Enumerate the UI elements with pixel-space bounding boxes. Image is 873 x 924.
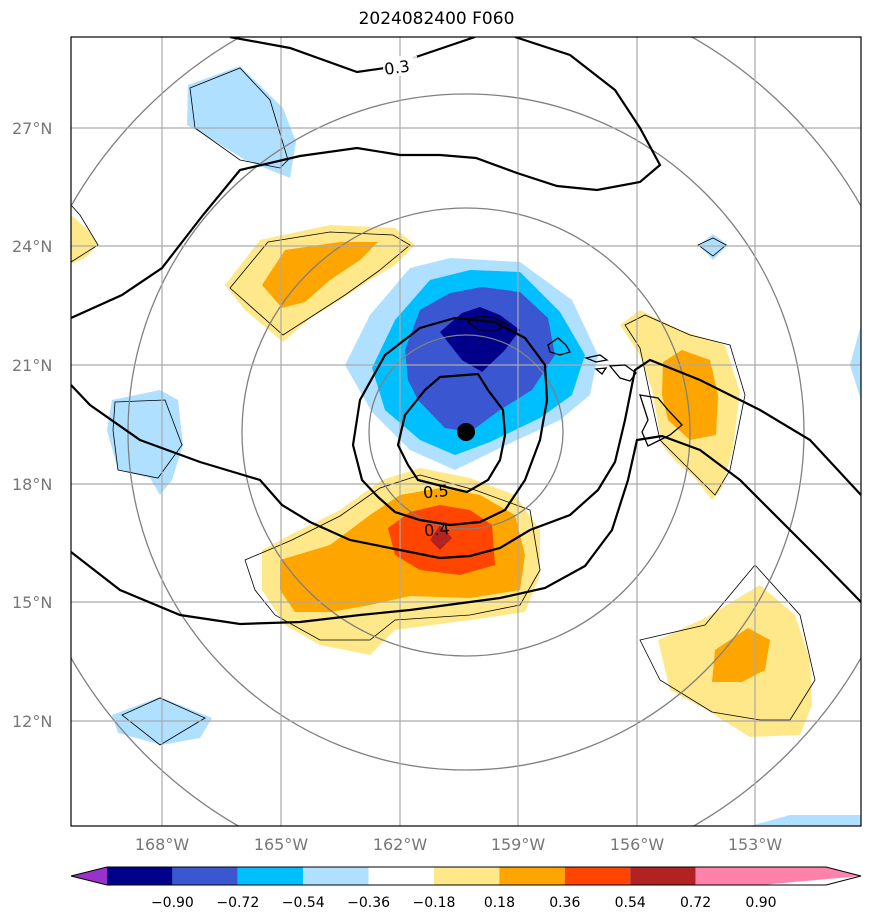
lon-label-165w: 165°W: [254, 835, 309, 854]
contour-inner-05: [351, 316, 549, 527]
anomaly-outlines: [71, 67, 816, 746]
storm-center-marker: [457, 423, 475, 441]
colorbar-segment: [237, 867, 304, 885]
anomaly-fills: [71, 66, 861, 826]
longitude-labels: 168°W 165°W 162°W 159°W 156°W 153°W: [135, 835, 783, 854]
colorbar-tick: 0.36: [549, 895, 580, 911]
lon-label-162w: 162°W: [373, 835, 428, 854]
thick-contours: [71, 37, 861, 626]
colorbar-tick: 0.18: [484, 895, 515, 911]
plot-area: [71, 37, 861, 826]
colorbar-segment: [564, 867, 631, 885]
contour-outer-03: [229, 37, 386, 74]
lat-label-21n: 21°N: [12, 356, 52, 375]
gridlines: [71, 37, 861, 826]
lon-label-153w: 153°W: [728, 835, 783, 854]
neg-anomaly-nw: [187, 66, 296, 178]
latitude-labels: 27°N 24°N 21°N 18°N 15°N 12°N: [12, 119, 52, 731]
colorbar-tick: 0.90: [745, 895, 776, 911]
island-kauai: [547, 337, 571, 356]
island-oahu: [583, 354, 609, 363]
colorbar-segment: [434, 867, 500, 885]
island-molokai: [594, 367, 608, 375]
lat-label-12n: 12°N: [12, 712, 52, 731]
lon-label-156w: 156°W: [610, 835, 665, 854]
colorbar-tick: −0.72: [216, 895, 259, 911]
neg-anomaly-ne: [699, 234, 728, 260]
map-title: 2024082400 F060: [358, 9, 515, 29]
plot-frame: [70, 36, 862, 827]
lat-label-24n: 24°N: [12, 237, 52, 256]
colorbar-tick: 0.72: [680, 895, 711, 911]
colorbar-extend-high: [761, 867, 861, 885]
colorbar-segment: [172, 867, 238, 885]
colorbar-tick: −0.90: [151, 895, 194, 911]
lat-label-15n: 15°N: [12, 593, 52, 612]
colorbar-extend-low: [71, 867, 107, 885]
contour-label-0.5: 0.5: [422, 481, 449, 503]
colorbar-tick: 0.54: [615, 895, 646, 911]
lat-label-27n: 27°N: [12, 119, 52, 138]
colorbar-segment: [368, 867, 434, 885]
island-niihau: [466, 315, 510, 331]
lon-label-159w: 159°W: [491, 835, 546, 854]
colorbar-segment: [303, 867, 369, 885]
colorbar-tick: −0.36: [347, 895, 390, 911]
colorbar-segment: [695, 867, 761, 885]
colorbar-tick: −0.54: [282, 895, 325, 911]
colorbar: −0.90 −0.72 −0.54 −0.36 −0.18 0.18 0.36 …: [70, 866, 862, 911]
contour-label-0.3: 0.3: [383, 56, 411, 78]
contour-label-0.4: 0.4: [423, 519, 450, 541]
island-maui: [608, 364, 637, 382]
colorbar-segment: [630, 867, 696, 885]
range-rings: [71, 37, 861, 826]
colorbar-segment: [107, 867, 173, 885]
colorbar-segment: [499, 867, 565, 885]
lat-label-18n: 18°N: [12, 475, 52, 494]
contour-inner-04: [396, 372, 507, 494]
pos-anomaly-edge-w: [71, 215, 98, 264]
colorbar-tick: −0.18: [413, 895, 456, 911]
lon-label-168w: 168°W: [135, 835, 190, 854]
